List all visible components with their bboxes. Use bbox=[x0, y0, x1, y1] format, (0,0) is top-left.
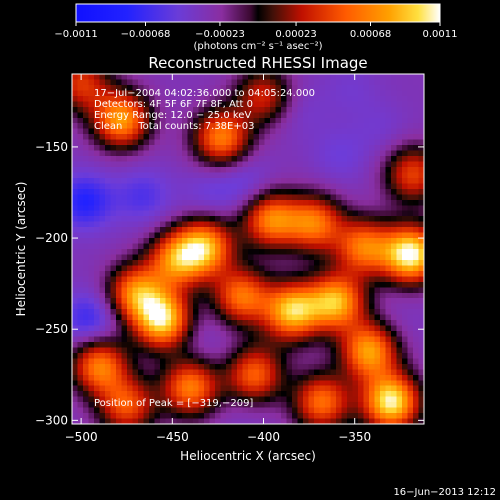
annotation-peak: Position of Peak = [−319,−209] bbox=[94, 398, 253, 409]
x-axis-ticks: −500 −450 −400 −350 bbox=[65, 74, 371, 444]
x-tick-label: −500 bbox=[65, 430, 98, 444]
y-axis-ticks: −150 −200 −250 −300 bbox=[35, 140, 424, 427]
heatmap-image bbox=[72, 74, 424, 424]
annotation-counts: Clean Total counts: 7.38E+03 bbox=[94, 121, 254, 132]
annotation-time: 17−Jul−2004 04:02:36.000 to 04:05:24.000 bbox=[94, 88, 315, 99]
colorbar-unit-label: (photons cm⁻² s⁻¹ asec⁻²) bbox=[193, 41, 322, 52]
y-tick-label: −250 bbox=[35, 322, 68, 336]
colorbar-tick-label: −0.00068 bbox=[121, 29, 171, 40]
annotation-detectors: Detectors: 4F 5F 6F 7F 8F, Att 0 bbox=[94, 99, 253, 110]
colorbar-tick-label: 0.0011 bbox=[423, 29, 458, 40]
colorbar-tick-label: −0.0011 bbox=[54, 29, 97, 40]
x-tick-label: −350 bbox=[338, 430, 371, 444]
y-tick-label: −200 bbox=[35, 231, 68, 245]
plot-frame bbox=[71, 73, 425, 425]
x-axis-label: Heliocentric X (arcsec) bbox=[180, 449, 316, 463]
y-axis-label: Heliocentric Y (arcsec) bbox=[14, 182, 28, 317]
colorbar bbox=[75, 3, 441, 23]
annotation-energy: Energy Range: 12.0 − 25.0 keV bbox=[94, 110, 251, 121]
x-tick-label: −450 bbox=[156, 430, 189, 444]
y-tick-label: −300 bbox=[35, 413, 68, 427]
colorbar-tick-label: −0.00023 bbox=[195, 29, 245, 40]
colorbar-tick-label: 0.00068 bbox=[350, 29, 391, 40]
colorbar-ticks: −0.0011 −0.00068 −0.00023 0.00023 0.00068 0.0… bbox=[54, 22, 458, 40]
colorbar-tick-label: 0.00023 bbox=[275, 29, 316, 40]
footer-timestamp: 16−Jun−2013 12:12 bbox=[393, 487, 496, 498]
chart-title: Reconstructed RHESSI Image bbox=[148, 54, 367, 72]
y-tick-label: −150 bbox=[35, 140, 68, 154]
x-tick-label: −400 bbox=[247, 430, 280, 444]
